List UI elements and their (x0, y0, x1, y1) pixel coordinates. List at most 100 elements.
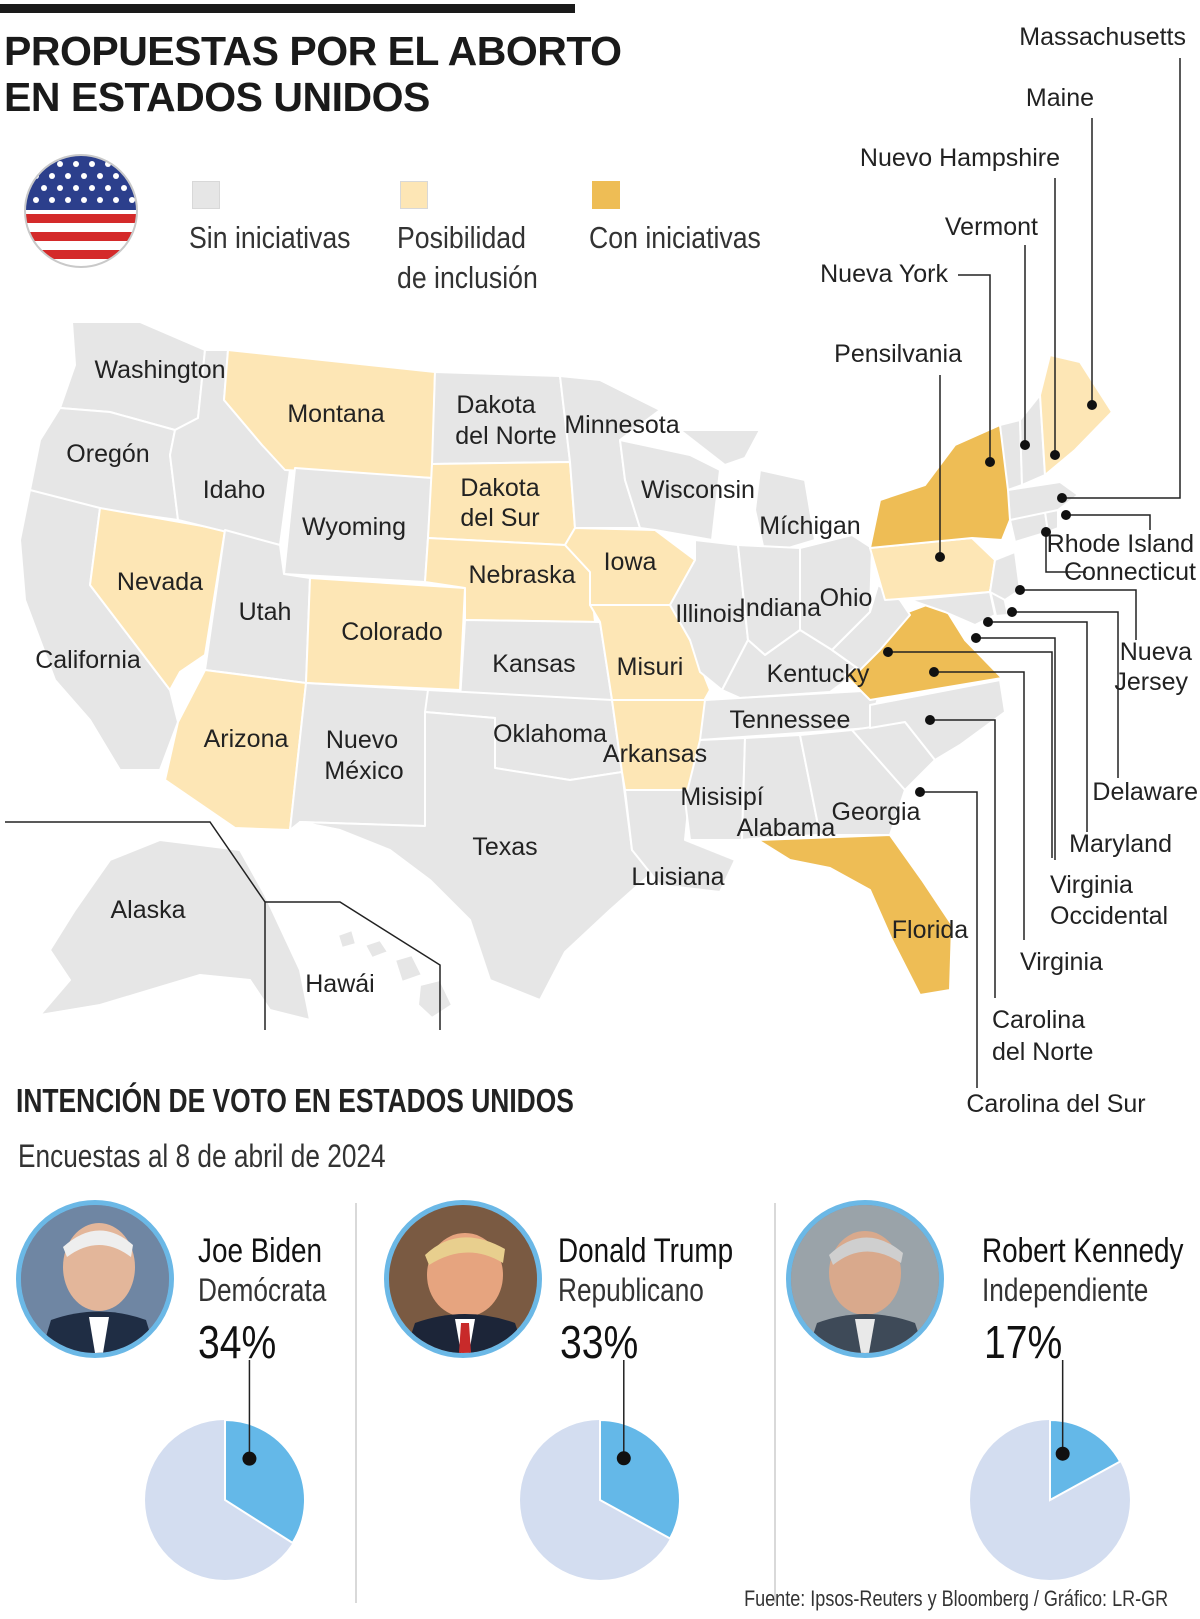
state-maine (1039, 354, 1113, 476)
label-dakota-norte-1: Dakota (456, 391, 535, 419)
label-georgia: Georgia (832, 798, 921, 826)
state-nueva-jersey (989, 551, 1021, 601)
callout-nueva-york: Nueva York (820, 260, 948, 288)
callout-carolina-sur-wrap: Carolina del Sur (966, 1080, 1146, 1118)
callout-rhode-island: Rhode Island (1047, 530, 1194, 558)
legend-label-with: Con iniciativas (589, 220, 761, 255)
label-luisiana: Luisiana (631, 863, 724, 891)
source-note: Fuente: Ipsos-Reuters y Bloomberg / Gráf… (743, 1586, 1168, 1611)
label-arkansas: Arkansas (603, 740, 707, 768)
column-divider (774, 1203, 776, 1603)
label-nevada: Nevada (117, 568, 203, 596)
poll-subtitle: Encuestas al 8 de abril de 2024 (18, 1138, 386, 1174)
label-washington: Washington (94, 356, 225, 384)
state-wisconsin (619, 439, 721, 541)
label-utah: Utah (239, 598, 292, 626)
callout-connecticut: Connecticut (1064, 558, 1196, 586)
label-tennessee: Tennessee (730, 706, 851, 734)
label-alaska: Alaska (110, 896, 185, 924)
label-wisconsin: Wisconsin (641, 476, 755, 504)
avatar-trump (384, 1200, 542, 1358)
pie-leader-dot (242, 1451, 257, 1466)
state-pensilvania (869, 537, 996, 601)
pie-slice-candidate (224, 1418, 306, 1545)
label-minnesota: Minnesota (564, 411, 679, 439)
label-dakota-norte-2: del Norte (455, 422, 556, 450)
pie-chart-kennedy (970, 1360, 1130, 1580)
callout-virginia: Virginia (1020, 948, 1103, 976)
candidate-percent: 17% (984, 1316, 1063, 1368)
state-alabama (741, 734, 821, 841)
callout-virginia-occidental-1: Virginia (1050, 871, 1133, 899)
label-misuri: Misuri (617, 653, 684, 681)
state-alaska (39, 839, 311, 1021)
label-dakota-sur-1: Dakota (460, 474, 539, 502)
callout-delaware: Delaware (1092, 778, 1198, 806)
label-kentucky: Kentucky (767, 660, 870, 688)
label-florida: Florida (892, 916, 969, 944)
label-dakota-sur-2: del Sur (460, 504, 539, 532)
candidate-name: Joe Biden (198, 1232, 323, 1270)
label-ohio: Ohio (820, 584, 873, 612)
callout-nueva-jersey-2: Jersey (1114, 668, 1188, 696)
label-idaho: Idaho (203, 476, 266, 504)
page-title: PROPUESTAS POR EL ABORTO EN ESTADOS UNIDO… (4, 28, 622, 120)
candidate-party: Demócrata (198, 1272, 327, 1308)
callout-carolina-sur: Carolina del Sur (966, 1090, 1145, 1118)
state-misisipi (684, 737, 746, 841)
candidate-name: Donald Trump (558, 1232, 734, 1270)
label-iowa: Iowa (604, 548, 657, 576)
avatar-biden (16, 1200, 174, 1358)
label-oklahoma: Oklahoma (493, 720, 607, 748)
poll-title: INTENCIÓN DE VOTO EN ESTADOS UNIDOS (16, 1082, 574, 1119)
pie-leader-dot (1055, 1446, 1070, 1461)
us-map: Washington Oregón Idaho Montana Dakota d… (5, 23, 1198, 1080)
legend-swatch-possible (400, 181, 428, 209)
pie-chart-trump (520, 1360, 681, 1580)
label-indiana: Indiana (739, 594, 821, 622)
state-texas (299, 711, 656, 1001)
label-michigan: Míchigan (759, 512, 860, 540)
label-nuevo-mexico-2: México (324, 757, 403, 785)
column-divider (355, 1203, 357, 1603)
pie-slice-candidate (1049, 1418, 1122, 1502)
us-flag-icon (24, 154, 138, 268)
label-wyoming: Wyoming (302, 513, 406, 541)
pie-slice-candidate (599, 1418, 681, 1540)
label-arizona: Arizona (204, 725, 289, 753)
label-nebraska: Nebraska (469, 561, 576, 589)
state-massachusetts (1007, 481, 1079, 521)
legend-label-none: Sin iniciativas (189, 220, 351, 255)
callout-maryland: Maryland (1069, 830, 1172, 858)
label-alabama: Alabama (737, 814, 836, 842)
label-illinois: Illinois (675, 600, 744, 628)
pie-chart-biden (145, 1360, 306, 1580)
callout-pensilvania: Pensilvania (834, 340, 962, 368)
legend-label-possible: Posibilidad de inclusión (397, 220, 538, 295)
hawaii-inset-frame (265, 901, 441, 1030)
pie-leader-dot (616, 1451, 631, 1466)
top-rule (0, 4, 575, 13)
label-misisipi: Misisipí (680, 783, 763, 811)
candidate-name: Robert Kennedy (982, 1232, 1184, 1270)
label-montana: Montana (287, 400, 384, 428)
callout-maine: Maine (1026, 84, 1094, 112)
label-colorado: Colorado (341, 618, 442, 646)
callout-carolina-norte-2: del Norte (992, 1038, 1093, 1066)
legend-swatch-with (592, 181, 620, 209)
label-oregon: Oregón (66, 440, 149, 468)
label-hawai: Hawái (305, 970, 374, 998)
candidate-party: Republicano (558, 1272, 704, 1308)
candidate-percent: 33% (560, 1316, 639, 1368)
candidate-percent: 34% (198, 1316, 277, 1368)
label-nuevo-mexico-1: Nuevo (326, 726, 398, 754)
callout-nuevo-hampshire: Nuevo Hampshire (860, 144, 1060, 172)
callout-vermont: Vermont (945, 213, 1038, 241)
label-california: California (35, 646, 141, 674)
label-texas: Texas (472, 833, 537, 861)
candidate-party: Independiente (982, 1272, 1149, 1308)
state-florida (757, 834, 953, 996)
label-kansas: Kansas (492, 650, 575, 678)
state-georgia (799, 729, 906, 836)
callout-nueva-jersey-1: Nueva (1120, 638, 1192, 666)
